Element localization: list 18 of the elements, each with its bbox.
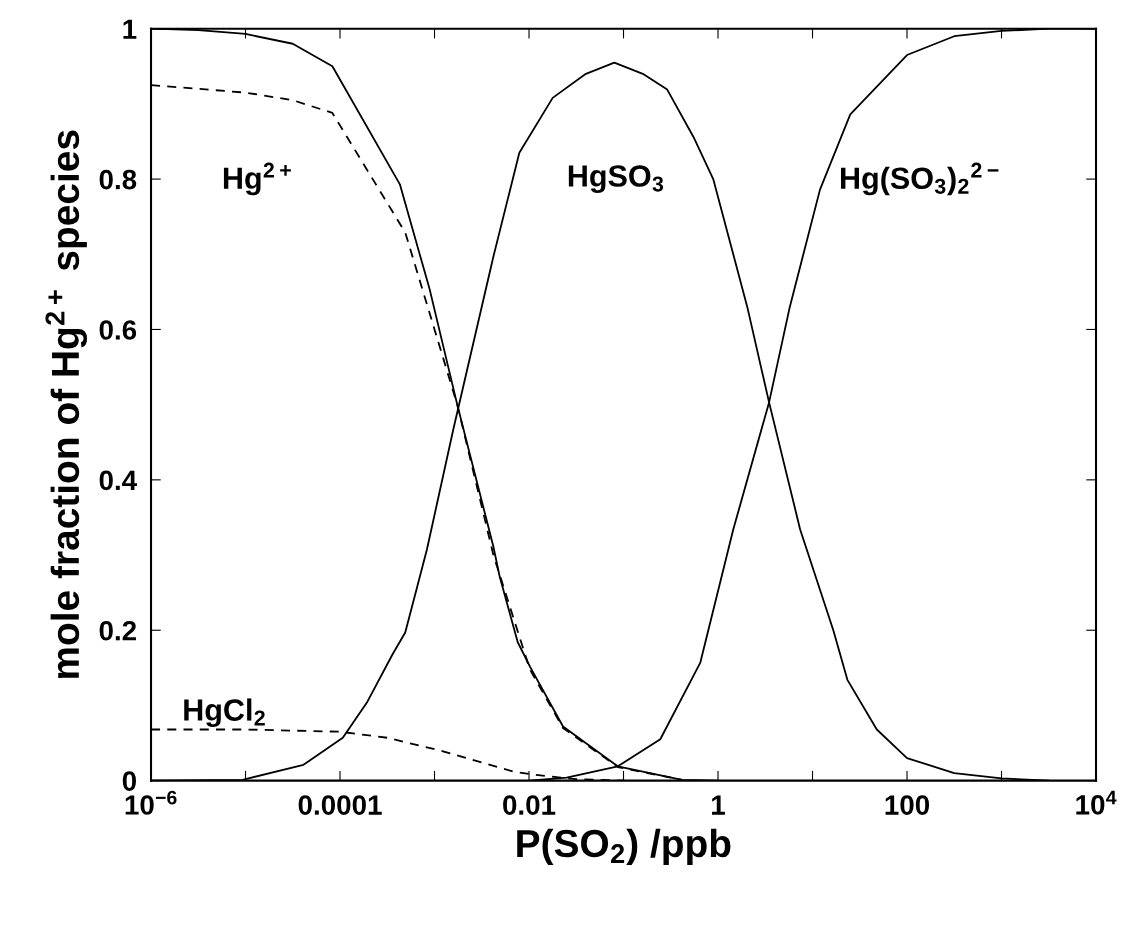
x-axis-title: P(SO$_{2}$) /ppb — [517, 828, 731, 865]
series-label: Hg(SO$_{3}$)$_{2}$$^{2−}$ — [841, 162, 999, 196]
series-label: HgSO$_{3}$ — [568, 165, 664, 194]
y-tick-label: 0.8 — [99, 169, 137, 190]
x-tick-label: 0.01 — [503, 795, 556, 815]
y-tick-label: 1 — [123, 19, 137, 39]
y-tick-label: 0.2 — [99, 620, 137, 641]
x-tick-label: 10$^{4}$ — [1076, 790, 1117, 815]
x-tick-label: 1 — [712, 795, 725, 815]
x-tick-label: 0.0001 — [298, 795, 382, 815]
x-tick-label: 100 — [885, 795, 930, 815]
series-label: HgCl$_{2}$ — [184, 698, 265, 728]
x-tick-label: 10$^{−6}$ — [125, 790, 177, 815]
y-tick-label: 0.4 — [99, 470, 137, 491]
y-tick-label: 0.6 — [99, 320, 137, 340]
text: Hg$^{2+}$ — [223, 162, 291, 196]
y-tick-label: 0 — [122, 771, 136, 791]
y-axis-title: mole fraction of Hg$^{2+}$ species — [45, 130, 88, 679]
